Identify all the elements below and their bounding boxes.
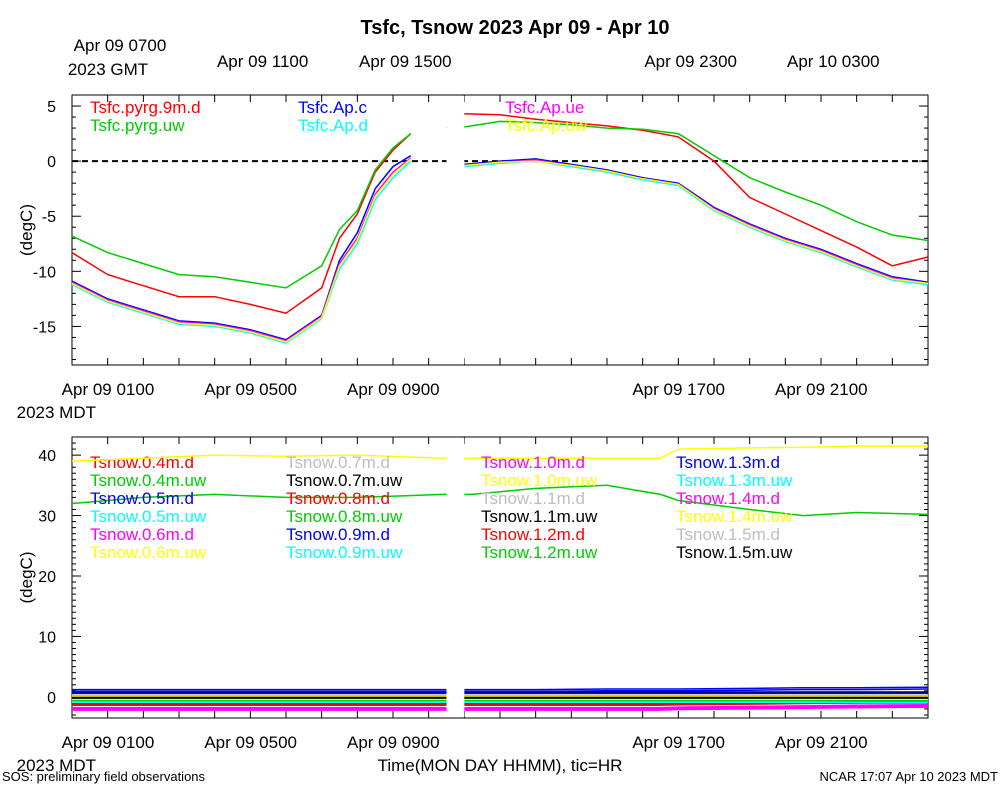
legend-entry: Tsnow.0.9m.d: [286, 525, 390, 544]
y-tick-label: 0: [47, 690, 56, 707]
y-tick-label: 10: [38, 629, 56, 646]
series-line-Tsfc.pyrg.9m.d: [71, 112, 929, 315]
series-line-Tsfc.Ap.c: [71, 154, 929, 341]
legend-entry: Tsnow.0.4m.d: [90, 453, 194, 472]
legend-entry: Tsnow.1.4m.uw: [676, 507, 793, 526]
x-tick-label-bottom: Apr 09 0100: [62, 733, 155, 752]
x-tick-sublabel-bottom: 2023 MDT: [17, 756, 96, 775]
y-tick-label: 0: [47, 154, 56, 171]
x-tick-label-bottom: Apr 09 0500: [204, 733, 297, 752]
legend-entry: Tsnow.1.3m.d: [676, 453, 780, 472]
x-tick-label-bottom: Apr 09 0900: [347, 733, 440, 752]
legend-entry: Tsnow.0.5m.d: [90, 489, 194, 508]
x-tick-label-bottom: Apr 09 2100: [775, 380, 868, 399]
footer-left: SOS: preliminary field observations: [2, 769, 206, 784]
legend-entry: Tsnow.0.7m.uw: [286, 471, 403, 490]
y-tick-label: 40: [38, 448, 56, 465]
x-tick-label-bottom: Apr 09 0500: [204, 380, 297, 399]
x-tick-sublabel-top: 2023 GMT: [68, 60, 148, 79]
x-tick-label-bottom: Apr 09 1700: [632, 733, 725, 752]
x-tick-label-top: Apr 09 0700: [74, 36, 167, 55]
series-line-Tsfc.pyrg.uw: [71, 120, 929, 289]
legend-entry: Tsnow.0.6m.uw: [90, 543, 207, 562]
legend-entry: Tsfc.Ap.c: [298, 98, 367, 117]
legend-entry: Tsnow.1.2m.uw: [481, 543, 598, 562]
x-tick-label-bottom: Apr 09 0100: [62, 380, 155, 399]
legend-entry: Tsnow.0.9m.uw: [286, 543, 403, 562]
footer-right: NCAR 17:07 Apr 10 2023 MDT: [820, 769, 999, 784]
legend-entry: Tsfc.pyrg.uw: [90, 116, 185, 135]
plots-group: 5 0 -5 -10 -15 (degC) Tsfc.pyrg.9m.dTsfc.pyrg.…: [17, 36, 929, 775]
x-tick-label-bottom: Apr 09 2100: [775, 733, 868, 752]
legend-entry: Tsnow.0.5m.uw: [90, 507, 207, 526]
x-tick-label-bottom: Apr 09 0900: [347, 380, 440, 399]
legend-entry: Tsnow.0.6m.d: [90, 525, 194, 544]
y-tick-label: -10: [33, 264, 56, 281]
legend-entry: Tsnow.1.1m.d: [481, 489, 585, 508]
legend-entry: Tsnow.0.7m.d: [286, 453, 390, 472]
y-tick-label: -15: [33, 319, 56, 336]
x-tick-label-top: Apr 09 1500: [359, 52, 452, 71]
x-tick-label-top: Apr 10 0300: [787, 52, 880, 71]
y-tick-label: 5: [47, 99, 56, 116]
legend-entry: Tsnow.0.4m.uw: [90, 471, 207, 490]
data-gap-band: [446, 96, 465, 364]
legend-entry: Tsnow.1.4m.d: [676, 489, 780, 508]
x-tick-label-bottom: Apr 09 1700: [632, 380, 725, 399]
series-line-Tsfc.Ap.d: [71, 160, 929, 344]
legend-entry: Tsnow.1.2m.d: [481, 525, 585, 544]
series-line-Tsnow.1.4m.d: [72, 705, 929, 710]
series-line-Tsnow.1.0m.d: [72, 706, 929, 711]
x-axis-label: Time(MON DAY HHMM), tic=HR: [378, 756, 623, 775]
y-tick-label: 30: [38, 509, 56, 526]
legend-entry: Tsfc.Ap.uw: [505, 116, 588, 135]
y-tick-label: -5: [42, 209, 56, 226]
series-line-Tsfc.Ap.ue: [71, 157, 929, 342]
series-line-Tsfc.Ap.uw: [71, 158, 929, 343]
chart-title: Tsfc, Tsnow 2023 Apr 09 - Apr 10: [361, 17, 670, 39]
series-line-Tsnow.0.6m.d: [72, 703, 929, 709]
series-line-Tsnow.0.8m.d: [72, 701, 929, 707]
legend-entry: Tsnow.1.5m.uw: [676, 543, 793, 562]
legend-entry: Tsfc.Ap.d: [298, 116, 368, 135]
series-line-Tsnow.0.5m.d: [72, 686, 929, 691]
data-gap-band: [446, 438, 465, 717]
legend-entry: Tsnow.1.0m.d: [481, 453, 585, 472]
x-tick-sublabel-bottom: 2023 MDT: [17, 403, 96, 422]
legend-entry: Tsnow.1.5m.d: [676, 525, 780, 544]
legend-entry: Tsnow.1.0m.uw: [481, 471, 598, 490]
series-line-Tsnow.0.4m.uw: [71, 484, 929, 517]
legend-entry: Tsnow.1.3m.uw: [676, 471, 793, 490]
legend-entry: Tsnow.1.1m.uw: [481, 507, 598, 526]
series-line-Tsnow.0.6m.uw: [71, 445, 928, 462]
y-axis-label: (degC): [17, 552, 36, 604]
legend-entry: Tsfc.Ap.ue: [505, 98, 584, 117]
legend-entry: Tsfc.pyrg.9m.d: [90, 98, 201, 117]
x-tick-label-top: Apr 09 1100: [217, 52, 308, 71]
y-axis-label: (degC): [17, 204, 36, 256]
legend-entry: Tsnow.0.8m.uw: [286, 507, 403, 526]
x-tick-label-top: Apr 09 2300: [644, 52, 737, 71]
legend-entry: Tsnow.0.8m.d: [286, 489, 390, 508]
y-tick-label: 20: [38, 569, 56, 586]
series-line-Tsnow.1.3m.d: [72, 688, 929, 693]
